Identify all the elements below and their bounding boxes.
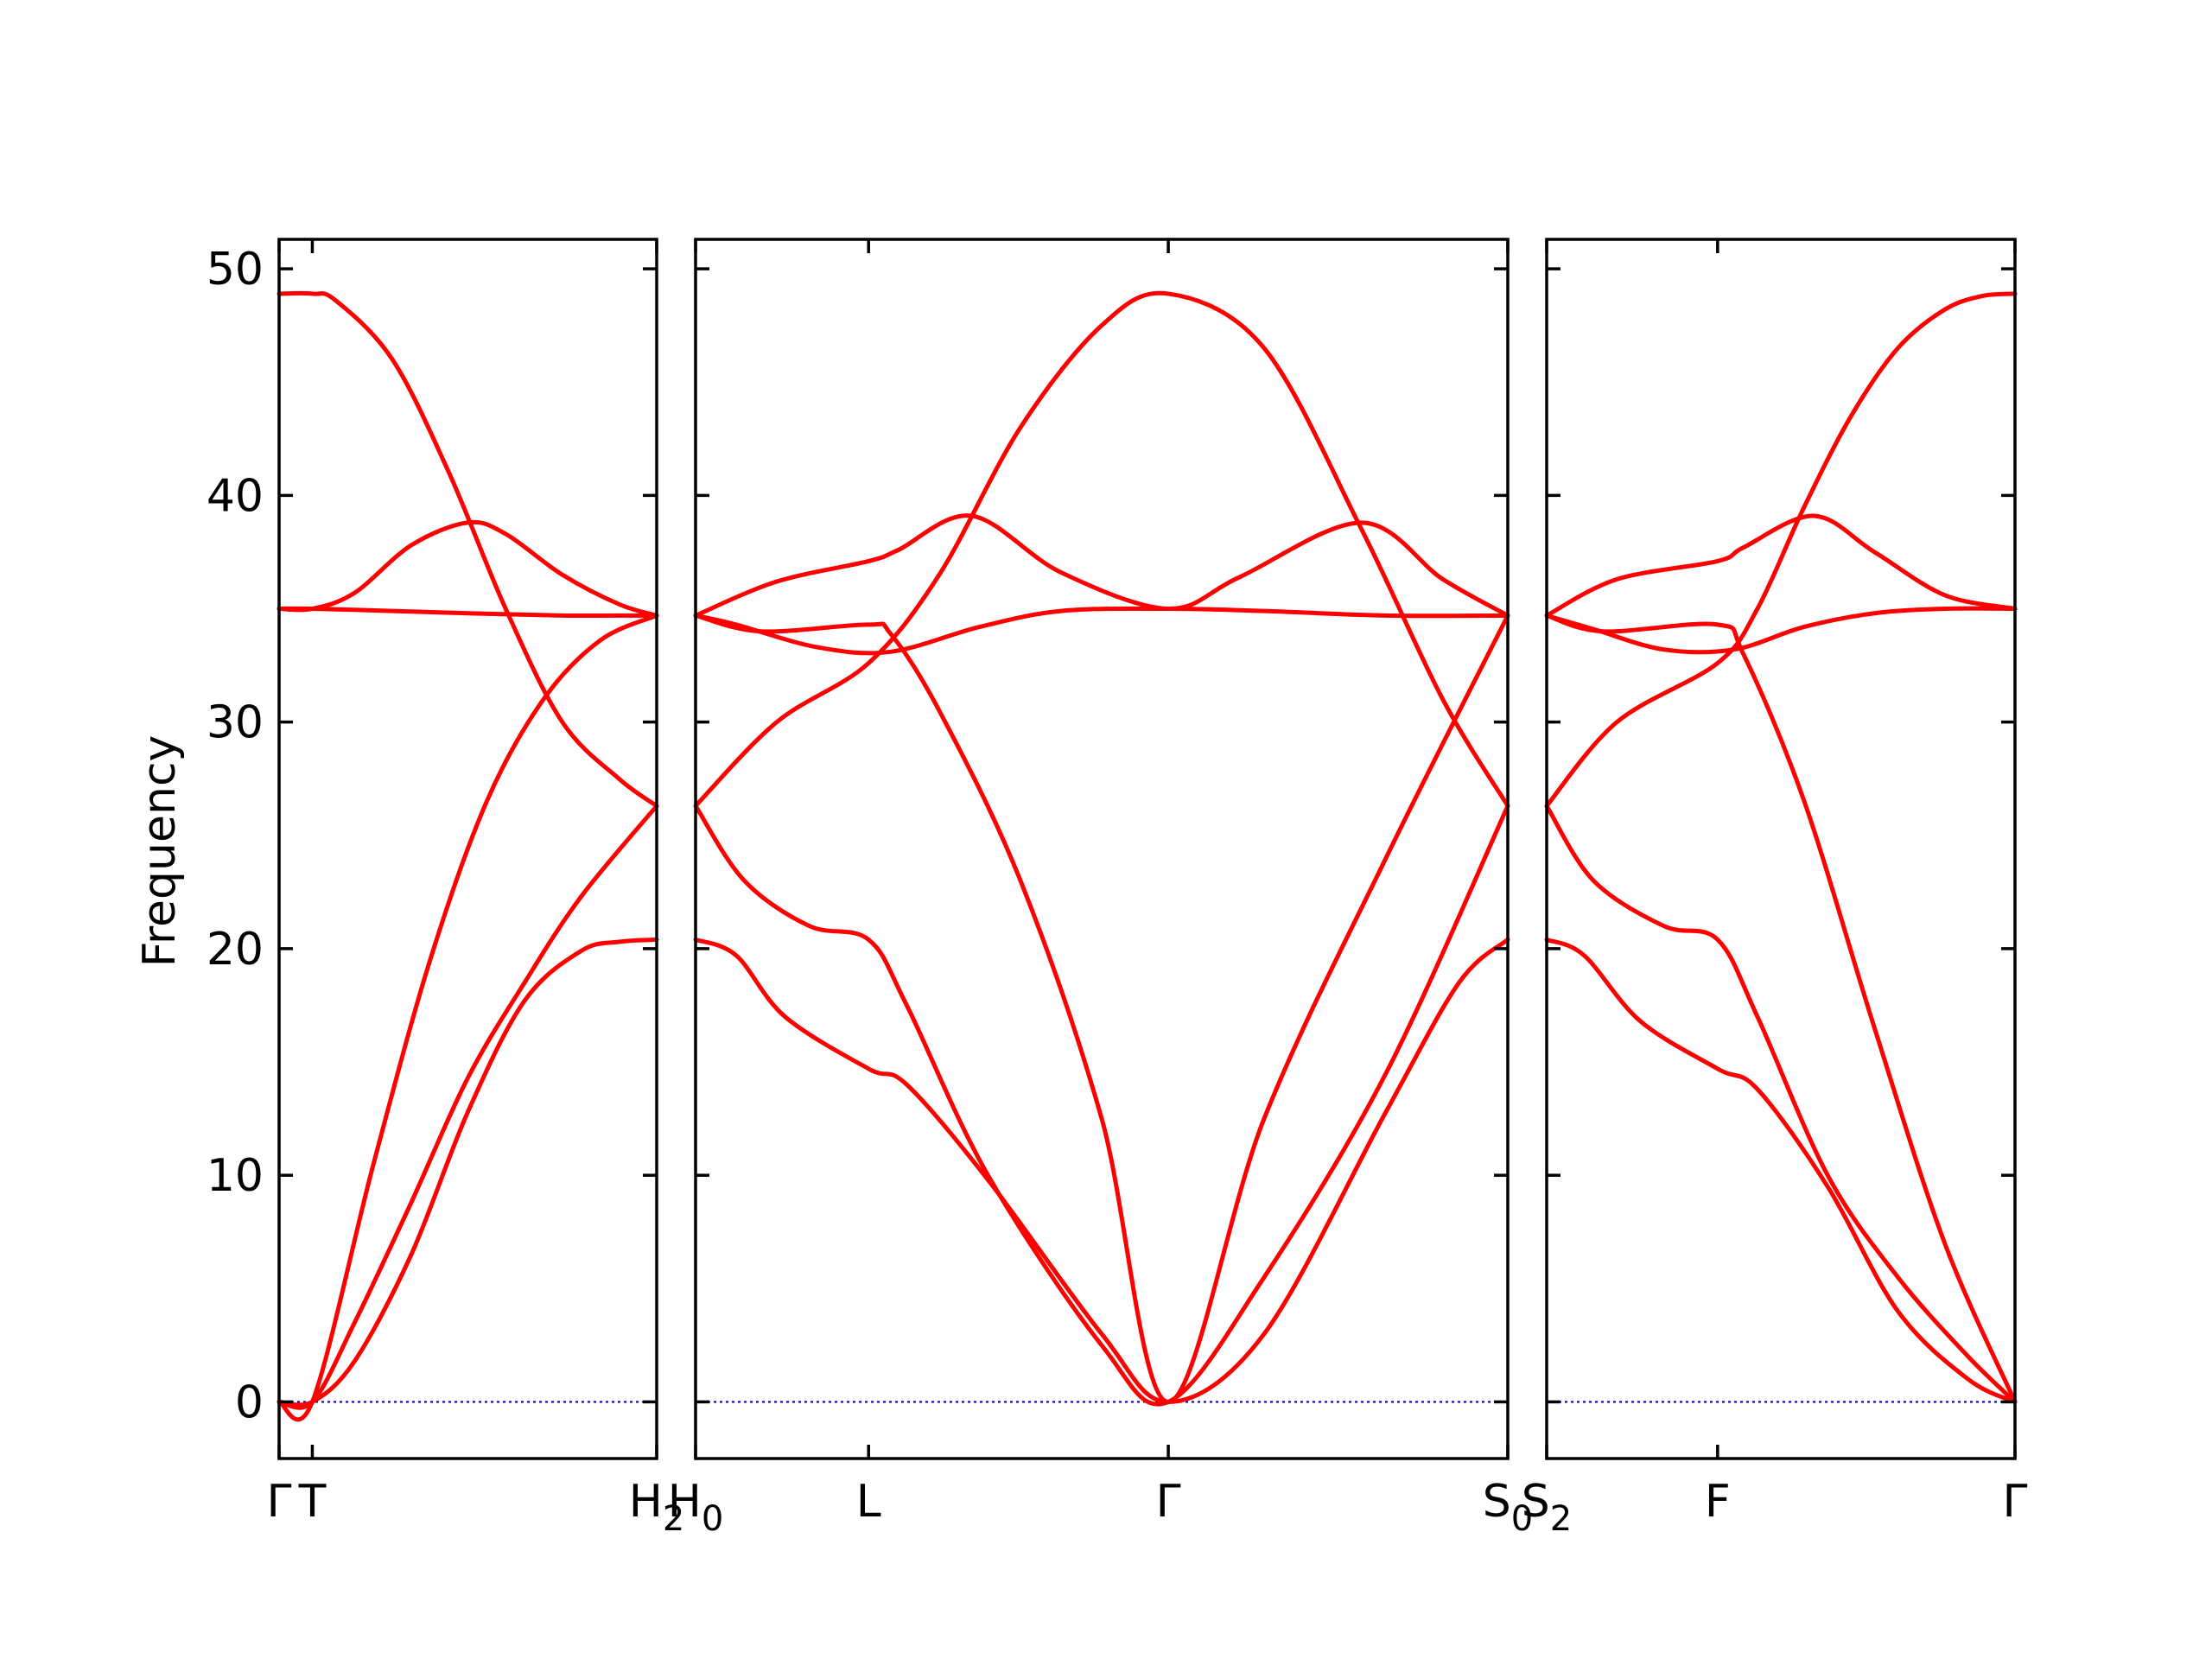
panel-frame xyxy=(277,238,658,1460)
y-tick-label: 0 xyxy=(235,1376,264,1428)
y-tick-label: 30 xyxy=(207,697,264,749)
band-line-4 xyxy=(693,606,1510,656)
band-line-1 xyxy=(276,290,659,809)
panel-2: H0 L Γ S0 xyxy=(668,238,1533,1539)
band-line-1 xyxy=(1544,291,2018,809)
band-line-5 xyxy=(276,804,659,1410)
x-tick-label: F xyxy=(1705,1476,1731,1528)
panel-3: S2 F Γ xyxy=(1522,238,2028,1539)
band-line-6 xyxy=(693,937,1510,1404)
y-tick-label: 20 xyxy=(207,924,264,976)
band-line-4 xyxy=(1544,606,2018,655)
band-line-3 xyxy=(693,613,1510,1404)
y-tick-label: 50 xyxy=(207,244,264,296)
band-line-3 xyxy=(1544,613,2018,1404)
band-line-5 xyxy=(1544,804,2018,1404)
band-line-2 xyxy=(693,513,1510,618)
band-line-4 xyxy=(276,613,659,1422)
panel-frame xyxy=(1545,238,2017,1460)
y-tick-label: 10 xyxy=(207,1150,264,1202)
y-tick-label: 40 xyxy=(207,470,264,522)
panel-frame xyxy=(694,238,1510,1460)
band-line-3 xyxy=(276,606,659,619)
x-tick-label: Γ xyxy=(267,1476,292,1528)
band-line-6 xyxy=(1544,937,2018,1404)
y-axis-title: Frequency xyxy=(134,735,186,968)
band-line-2 xyxy=(276,519,659,618)
band-line-2 xyxy=(1544,513,2018,618)
x-tick-label: L xyxy=(856,1476,881,1528)
band-line-6 xyxy=(276,937,659,1408)
band-line-1 xyxy=(693,290,1510,809)
x-tick-label: Γ xyxy=(2003,1476,2028,1528)
x-tick-label: T xyxy=(298,1476,327,1528)
x-tick-label: Γ xyxy=(1156,1476,1181,1528)
band-line-5 xyxy=(693,804,1510,1407)
